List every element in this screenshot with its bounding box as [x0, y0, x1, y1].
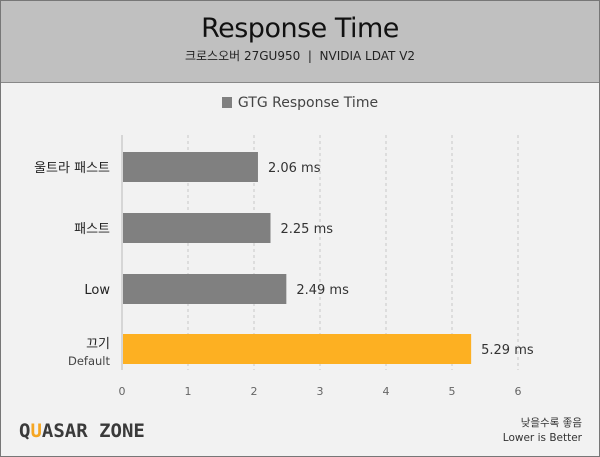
chart-title: Response Time: [201, 13, 399, 44]
data-label: 2.06 ms: [268, 161, 321, 176]
category-label: Low: [84, 283, 110, 298]
bar: [123, 274, 287, 304]
bar: [123, 334, 472, 364]
x-tick-label: 6: [515, 385, 522, 398]
x-tick-label: 0: [119, 385, 126, 398]
category-label: 울트라 패스트: [34, 161, 110, 176]
x-tick-label: 5: [449, 385, 456, 398]
category-label: 패스트: [74, 222, 110, 237]
data-label: 2.49 ms: [296, 283, 349, 298]
bar: [123, 152, 258, 182]
chart-header: Response Time 크로스오버 27GU950 | NVIDIA LDA…: [1, 1, 599, 83]
category-sublabel: Default: [68, 354, 111, 368]
x-tick-label: 3: [317, 385, 324, 398]
note-english: Lower is Better: [502, 432, 582, 444]
chart-subtitle: 크로스오버 27GU950 | NVIDIA LDAT V2: [184, 49, 416, 63]
footer-note: 낮을수록 좋음 Lower is Better: [503, 416, 582, 446]
data-label: 2.25 ms: [281, 222, 334, 237]
bar: [123, 213, 271, 243]
x-tick-label: 2: [251, 385, 258, 398]
category-label: 끄기: [86, 337, 110, 352]
data-label: 5.29 ms: [481, 343, 534, 358]
x-tick-label: 1: [185, 385, 192, 398]
legend-swatch: [221, 97, 232, 108]
legend: GTG Response Time: [1, 95, 599, 111]
x-tick-label: 4: [383, 385, 390, 398]
legend-label: GTG Response Time: [237, 95, 379, 111]
note-korean: 낮을수록 좋음: [520, 417, 582, 429]
quasarzone-logo: QUASAR ZONE: [19, 420, 145, 442]
